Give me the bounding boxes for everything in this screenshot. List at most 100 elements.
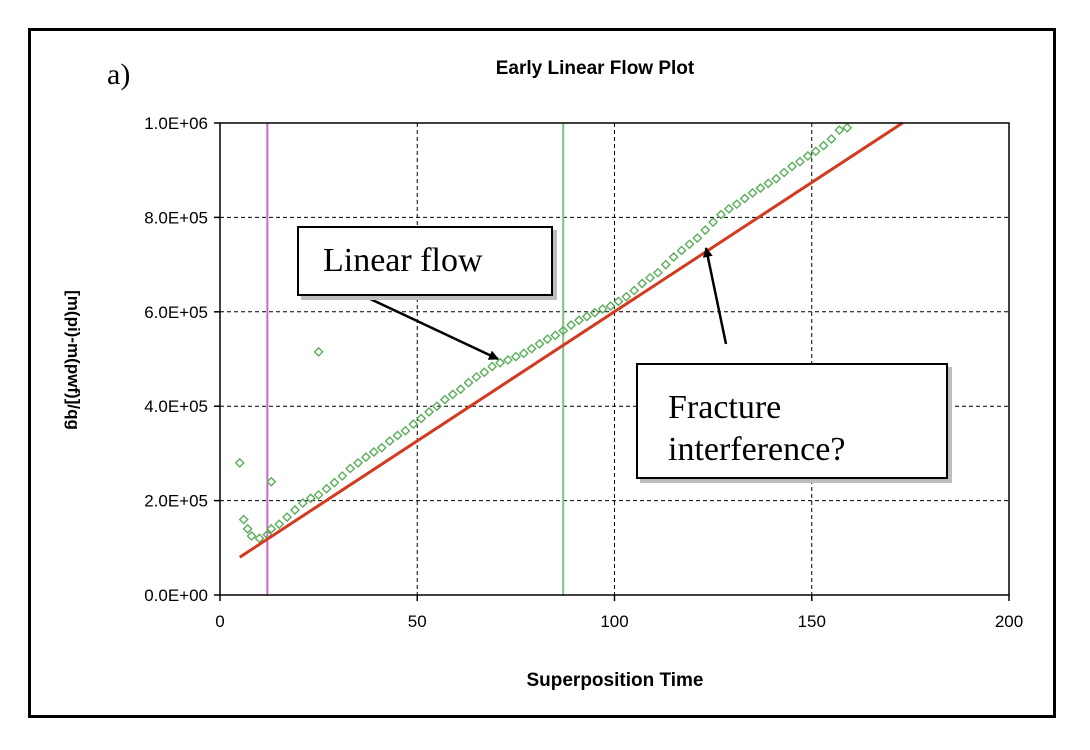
y-tick-label: 8.0E+05 [144,208,208,227]
data-point [266,523,277,534]
y-tick-label: 0.0E+00 [144,586,208,605]
data-point [238,514,249,525]
x-tick-label: 50 [408,612,427,631]
data-point [266,476,277,487]
fracture-text-line2: interference? [668,431,846,468]
fit-line [238,121,904,559]
data-point [731,199,742,210]
data-point [716,209,727,220]
y-tick-label: 1.0E+06 [144,114,208,133]
fracture-text-line1: Fracture [668,389,782,426]
data-point [684,239,695,250]
data-point [321,483,332,494]
data-point [763,178,774,189]
x-tick-label: 100 [600,612,628,631]
data-point [534,338,545,349]
ticks: 0 50 100 150 200 0.0E+00 2.0E+05 4.0E+05 6.0E+05… [144,114,1023,631]
data-point [408,419,419,430]
data-point [747,187,758,198]
data-point [558,325,569,336]
data-point [700,225,711,236]
data-point [834,125,845,136]
data-point [416,413,427,424]
data-point [329,477,340,488]
chart-title: Early Linear Flow Plot [495,58,695,79]
data-point [463,377,474,388]
data-point [495,357,506,368]
annotation-arrows [365,247,728,361]
data-point [447,389,458,400]
data-point [739,193,750,204]
data-point [668,252,679,263]
data-point [574,315,584,326]
y-tick-label: 4.0E+05 [144,397,208,416]
data-point [637,278,648,289]
data-point [479,367,490,378]
scatter-points [234,122,853,544]
data-point [282,512,293,523]
data-point [368,446,379,457]
data-point [676,245,687,256]
data-point [779,167,790,178]
data-point [487,361,498,372]
data-point [621,291,632,302]
data-point [826,134,837,145]
data-point [431,401,442,412]
data-point [455,384,466,395]
data-point [794,156,805,167]
data-point [502,354,513,365]
data-point [613,296,624,307]
data-point [360,452,371,463]
data-point [597,303,608,314]
data-point [510,351,521,362]
data-point [289,505,300,516]
linear-flow-callout: Linear flow [297,226,553,296]
data-point [771,173,782,184]
data-point [305,493,316,504]
data-point [313,346,324,357]
panel-label: a) [107,58,131,91]
x-axis-label: Superposition Time [526,670,704,691]
data-point [842,122,853,133]
data-point [605,301,616,312]
data-point [254,533,265,544]
data-point [392,430,403,441]
data-point [471,371,482,382]
data-point [566,320,577,331]
data-point [755,183,766,194]
data-point [246,531,257,541]
fracture-arrow [702,247,728,345]
data-point [589,307,600,318]
vertical-markers [266,123,565,595]
data-point [274,519,285,530]
linear-flow-text: Linear flow [323,242,483,279]
gridlines [220,123,1009,595]
data-point [652,267,663,278]
x-tick-label: 0 [215,612,224,631]
data-point [345,463,356,474]
data-point [313,489,324,500]
data-point [550,330,561,341]
data-point [242,523,253,534]
data-point [337,471,348,482]
data-point [542,334,553,345]
data-point [692,233,703,244]
data-point [581,311,592,322]
data-point [234,457,245,468]
data-point [384,436,395,447]
data-point [645,272,655,283]
data-point [526,343,537,354]
x-tick-label: 150 [798,612,826,631]
data-point [439,394,450,405]
linear-flow-arrow [365,295,499,361]
data-point [400,425,411,436]
data-point [629,285,640,296]
data-point [297,497,308,508]
data-point [353,457,364,468]
data-point [787,161,798,172]
data-point [424,406,435,417]
y-tick-label: 2.0E+05 [144,492,208,511]
data-point [376,442,387,453]
x-tick-label: 200 [995,612,1023,631]
data-point [818,140,829,151]
